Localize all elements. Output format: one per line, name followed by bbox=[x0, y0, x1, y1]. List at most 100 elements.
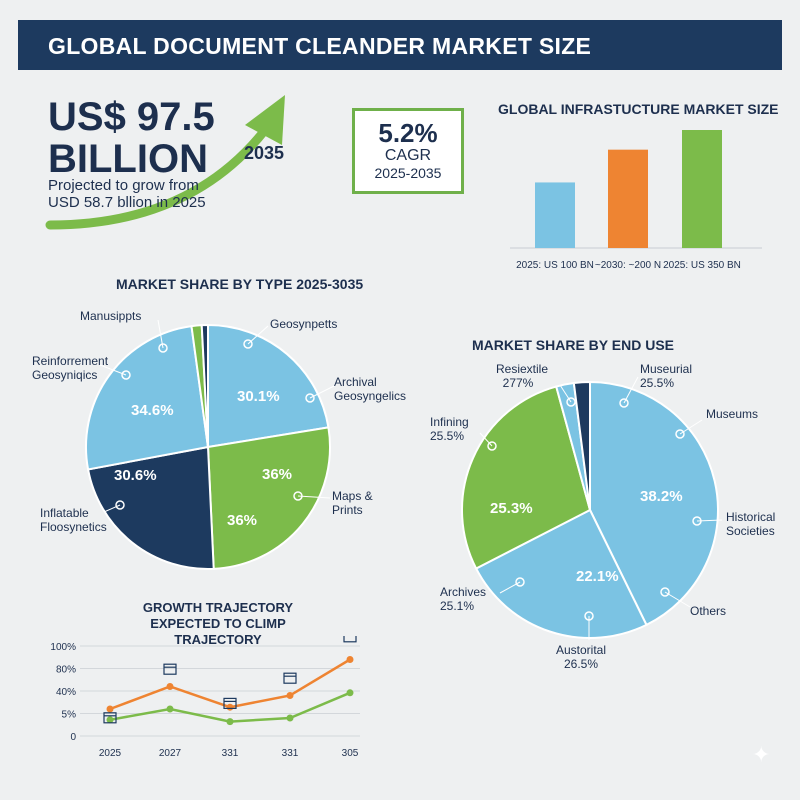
museurial-marker bbox=[619, 398, 629, 408]
growth-point bbox=[166, 705, 174, 713]
growth-ytick-label: 40% bbox=[56, 687, 76, 698]
calendar-icon bbox=[103, 712, 117, 724]
infra-bar-chart: 2025: US 100 BN ~2030: ~200 N 2025: US 350… bbox=[510, 130, 762, 271]
maps-prints-leader bbox=[297, 495, 331, 499]
type-pie-slice bbox=[200, 323, 209, 448]
hero-value-amount: US$ 97.5 bbox=[48, 95, 215, 139]
infra-category-label: ~2030: ~200 N bbox=[595, 260, 661, 271]
resiextile-marker bbox=[566, 397, 576, 407]
growth-point bbox=[226, 718, 234, 726]
label-austorital: Austorital 26.5% bbox=[556, 643, 607, 671]
slice-value-archives: 25.3% bbox=[490, 500, 533, 517]
reinforcement-marker bbox=[121, 370, 131, 380]
slice-value-others: 22.1% bbox=[576, 568, 619, 585]
growth-ytick-label: 5% bbox=[62, 710, 77, 721]
archives-leader bbox=[499, 581, 521, 594]
calendar-icon bbox=[163, 663, 177, 675]
growth-xtick-label: 2027 bbox=[159, 748, 182, 759]
infra-category-label: 2025: US 350 BN bbox=[663, 260, 741, 271]
austorital-marker bbox=[584, 611, 594, 621]
label-museums: Museums bbox=[706, 407, 759, 421]
maps-prints-marker bbox=[293, 491, 303, 501]
infra-chart-title: GLOBAL INFRASTUCTURE MARKET SIZE bbox=[498, 101, 779, 117]
label-historical: Historical Societies bbox=[726, 510, 776, 538]
museums-marker bbox=[675, 429, 685, 439]
infra-bar bbox=[535, 182, 575, 248]
slice-value-maps-1: 36% bbox=[262, 466, 293, 483]
hero-value-unit: BILLION bbox=[48, 137, 208, 181]
page-title: GLOBAL DOCUMENT CLEANDER MARKET SIZE bbox=[48, 33, 592, 59]
infining-leader bbox=[479, 432, 493, 447]
hero-year: 2035 bbox=[244, 143, 285, 163]
slice-value-inflatable: 30.6% bbox=[114, 467, 157, 484]
calendar-icon bbox=[343, 636, 357, 643]
museurial-leader bbox=[623, 376, 639, 404]
growth-chart-title: GROWTH TRAJECTORY EXPECTED TO CLIMP TRAJ… bbox=[142, 600, 294, 647]
hero-value: US$ 97.5 BILLION bbox=[48, 96, 215, 180]
cagr-box: 5.2% CAGR 2025-2035 bbox=[352, 108, 464, 194]
hero-subtitle: Projected to grow from USD 58.7 bllion i… bbox=[48, 177, 206, 211]
archives-marker bbox=[515, 577, 525, 587]
label-inflatable: Inflatable Floosynetics bbox=[40, 506, 107, 534]
type-pie-title: MARKET SHARE BY TYPE 2025-3035 bbox=[116, 276, 364, 292]
geosynpetts-leader bbox=[247, 325, 269, 345]
museums-leader bbox=[679, 419, 703, 435]
infra-bar bbox=[682, 130, 722, 248]
growth-xtick-label: 2025 bbox=[99, 748, 122, 759]
slice-value-museums: 38.2% bbox=[640, 488, 683, 505]
growth-point bbox=[346, 689, 354, 697]
calendar-icon bbox=[223, 697, 237, 710]
growth-xtick-label: 331 bbox=[222, 748, 239, 759]
manusippts-leader bbox=[157, 319, 164, 349]
calendar-icon bbox=[283, 672, 297, 684]
growth-ytick-label: 100% bbox=[50, 642, 76, 653]
historical-leader bbox=[696, 519, 723, 522]
label-archives: Archives 25.1% bbox=[440, 585, 487, 613]
type-pie-slice bbox=[190, 324, 209, 448]
label-archival: Archival Geosyngelics bbox=[334, 375, 407, 403]
enduse-pie-slice bbox=[554, 381, 591, 511]
growth-point bbox=[106, 716, 114, 724]
infra-category-label: 2025: US 100 BN bbox=[516, 260, 594, 271]
label-maps-prints: Maps & Prints bbox=[332, 489, 373, 517]
type-pie-slice bbox=[207, 323, 330, 449]
growth-point bbox=[166, 683, 174, 690]
slice-value-archival: 30.1% bbox=[237, 388, 280, 405]
enduse-pie-title: MARKET SHARE BY END USE bbox=[472, 337, 674, 353]
type-pie-slice bbox=[85, 324, 210, 471]
label-manusippts: Manusippts bbox=[80, 309, 142, 323]
growth-arrow-icon bbox=[45, 95, 285, 230]
growth-ytick-label: 0 bbox=[70, 732, 76, 743]
label-museurial: Museurial 25.5% bbox=[640, 362, 693, 390]
cagr-label: CAGR bbox=[384, 147, 432, 164]
enduse-pie-slice bbox=[572, 380, 591, 511]
label-others: Others bbox=[690, 604, 727, 618]
growth-line-chart: 100% 80% 40% 5% 0 2025 2027 331 331 305 bbox=[50, 636, 360, 759]
label-geosynpetts: Geosynpetts bbox=[270, 317, 338, 331]
growth-point bbox=[106, 705, 114, 713]
resiextile-leader bbox=[559, 384, 572, 403]
archival-marker bbox=[305, 393, 315, 403]
others-leader bbox=[664, 591, 691, 608]
historical-marker bbox=[692, 516, 702, 526]
hero-sub-line1: Projected to grow from bbox=[48, 177, 199, 194]
archival-leader bbox=[309, 384, 337, 399]
label-infining: Infining 25.5% bbox=[430, 415, 469, 443]
inflatable-marker bbox=[115, 500, 125, 510]
geosynpetts-marker bbox=[243, 339, 253, 349]
slice-value-reinforcement: 34.6% bbox=[131, 402, 174, 419]
label-reinforcement: Reinforrement Geosyniqics bbox=[32, 354, 109, 382]
type-pie-slice bbox=[206, 426, 331, 570]
growth-point bbox=[286, 714, 294, 722]
growth-ytick-label: 80% bbox=[56, 665, 76, 676]
label-resiextile: Resiextile 277% bbox=[496, 362, 549, 390]
growth-point bbox=[346, 656, 354, 663]
growth-xtick-label: 331 bbox=[282, 748, 299, 759]
enduse-pie-slice bbox=[474, 508, 648, 639]
infining-marker bbox=[487, 441, 497, 451]
slice-value-maps-2: 36% bbox=[227, 512, 258, 529]
growth-point bbox=[286, 692, 294, 699]
header-bar: GLOBAL DOCUMENT CLEANDER MARKET SIZE bbox=[18, 20, 782, 70]
growth-point bbox=[226, 703, 234, 711]
sparkle-icon: ✦ bbox=[752, 742, 771, 767]
